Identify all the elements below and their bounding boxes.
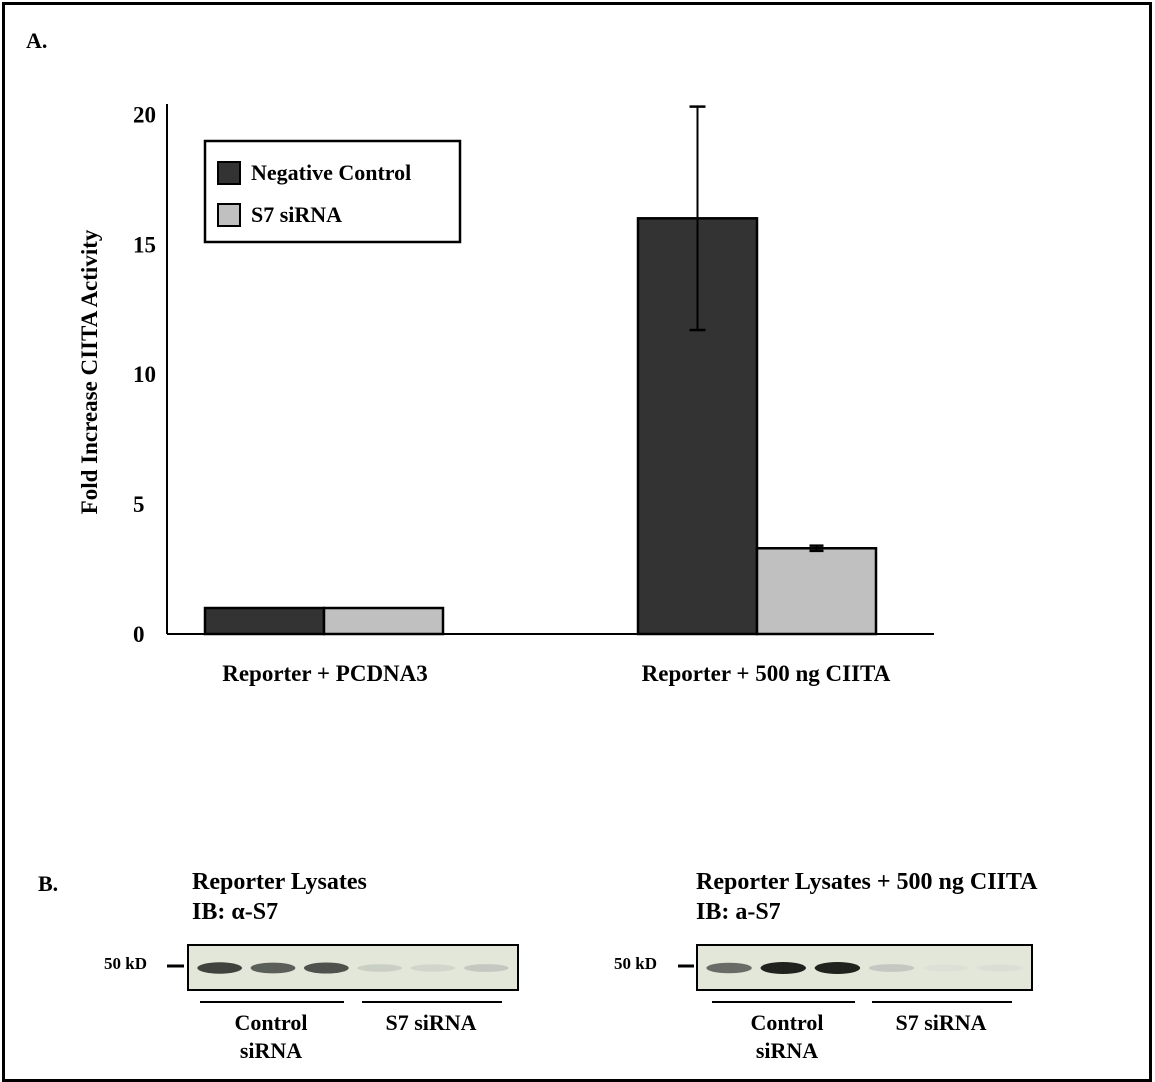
y-axis-label: Fold Increase CIITA Activity [77,229,102,514]
blot-membrane [187,944,519,991]
chart-error-bars [689,105,824,553]
blot-membrane [696,944,1033,991]
blot-band [463,964,509,972]
blot-band [760,962,806,974]
x-category-label: Reporter + PCDNA3 [222,661,428,686]
blot-band [197,962,243,974]
chart-bars [203,217,878,636]
blot-1-ib-label: IB: α-S7 [192,899,279,925]
y-tick-label: 10 [133,362,156,387]
blot-band [250,962,296,974]
blot-2-ib-label: IB: a-S7 [696,899,781,925]
x-category-label: Reporter + 500 ng CIITA [642,661,891,686]
panel-a-label: A. [26,28,48,53]
x-category-labels: Reporter + PCDNA3 Reporter + 500 ng CIITA [222,661,890,686]
western-blots [167,944,1033,1003]
y-tick-label: 15 [133,232,156,257]
blot-band [977,964,1023,972]
blot-1-title: Reporter Lysates [192,869,367,895]
blot-2-group-s7: S7 siRNA [895,1010,987,1035]
legend-label: S7 siRNA [251,202,342,227]
blot-2-title: Reporter Lysates + 500 ng CIITA [696,869,1038,895]
bar-s7-sirna [322,606,445,636]
y-tick-label: 0 [133,622,145,647]
blot-band [868,964,915,972]
blot-2-group-control: Control siRNA [750,1010,824,1063]
blot-band [923,964,969,972]
y-tick-labels: 0 5 10 15 20 [133,102,156,647]
legend-label: Negative Control [251,160,411,185]
bar-s7-sirna [755,547,878,636]
y-tick-label: 5 [133,492,145,517]
blot-1-group-s7: S7 siRNA [385,1010,477,1035]
blot-band [410,964,456,972]
blot-1-group-control: Control siRNA [234,1010,308,1063]
legend-swatch [217,161,241,185]
blot-band [303,962,349,974]
legend-swatch [217,203,241,227]
y-tick-label: 20 [133,102,156,127]
bar-negative-control [203,606,326,636]
blot-1-marker: 50 kD [104,954,147,973]
blot-band [357,964,403,972]
panel-b-label: B. [38,871,59,896]
legend-box [203,139,462,244]
blot-2-marker: 50 kD [614,954,657,973]
blot-band [706,962,752,974]
blot-band [814,962,861,974]
chart-legend: Negative Control S7 siRNA [203,139,462,244]
